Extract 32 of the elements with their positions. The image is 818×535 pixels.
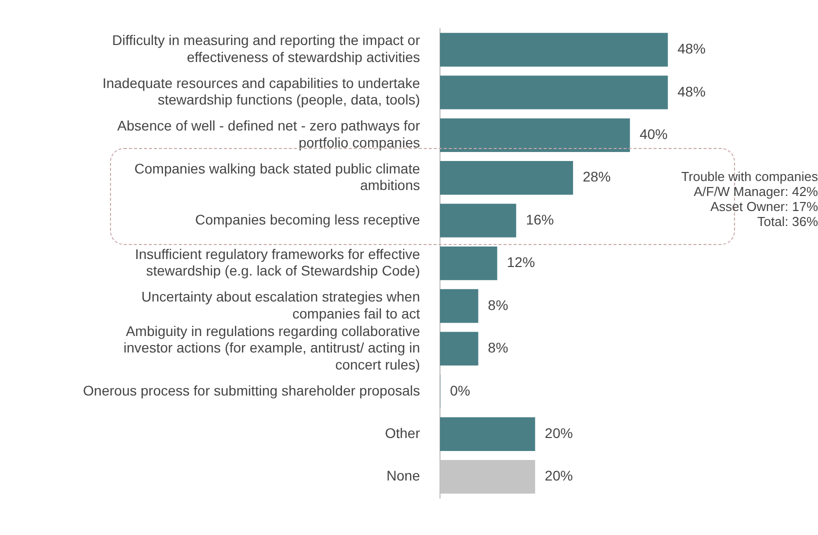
bar: [440, 161, 574, 195]
data-label: 8%: [488, 340, 508, 356]
data-label: 16%: [526, 211, 554, 228]
data-label: 48%: [678, 83, 706, 100]
y-tick-label: Insufficient regulatory frameworks for effective stewardship (e.g. lack of Stewardship Code): [134, 246, 420, 279]
y-tick-label: Difficulty in measuring and reporting the impact or effectiveness of stewardship activities: [112, 32, 420, 66]
text: Trouble with companies A/F/W Manager: 42% Asset Owner: 17% Total: 36%: [681, 169, 818, 230]
data-label: 20%: [544, 468, 573, 484]
bar: [440, 332, 478, 366]
y-tick-label: Companies becoming less receptive: [195, 211, 420, 228]
y-tick-label: Onerous process for submitting shareholder proposals: [83, 382, 420, 398]
bar: [440, 417, 536, 451]
y-tick-label: Other: [384, 424, 420, 441]
y-tick-label: Uncertainty about escalation strategies when companies fail to act: [141, 288, 420, 322]
data-label: 28%: [582, 168, 611, 185]
data-label: 40%: [640, 126, 668, 142]
data-label: 12%: [506, 254, 535, 270]
data-label: 48%: [678, 40, 706, 57]
bar: [440, 118, 630, 152]
data-label: 8%: [488, 296, 508, 313]
bar: [440, 246, 498, 280]
bar: [440, 204, 516, 238]
data-label: 20%: [544, 424, 573, 441]
y-tick-label: Inadequate resources and capabilities to undertake stewardship functions (people, data, tools): [102, 74, 420, 108]
y-tick-label: None: [386, 468, 420, 484]
bar: [440, 76, 668, 110]
bar: [440, 32, 668, 67]
y-tick-label: Absence of well - defined net - zero pathways for portfolio companies: [117, 118, 420, 150]
data-label: 0%: [450, 382, 470, 398]
y-tick-label: Companies walking back stated public climate ambitions: [134, 160, 420, 194]
y-tick-label: Ambiguity in regulations regarding collaborative investor actions (for example, antitrust/ acting in concert rules): [124, 322, 420, 372]
bar: [440, 289, 478, 323]
